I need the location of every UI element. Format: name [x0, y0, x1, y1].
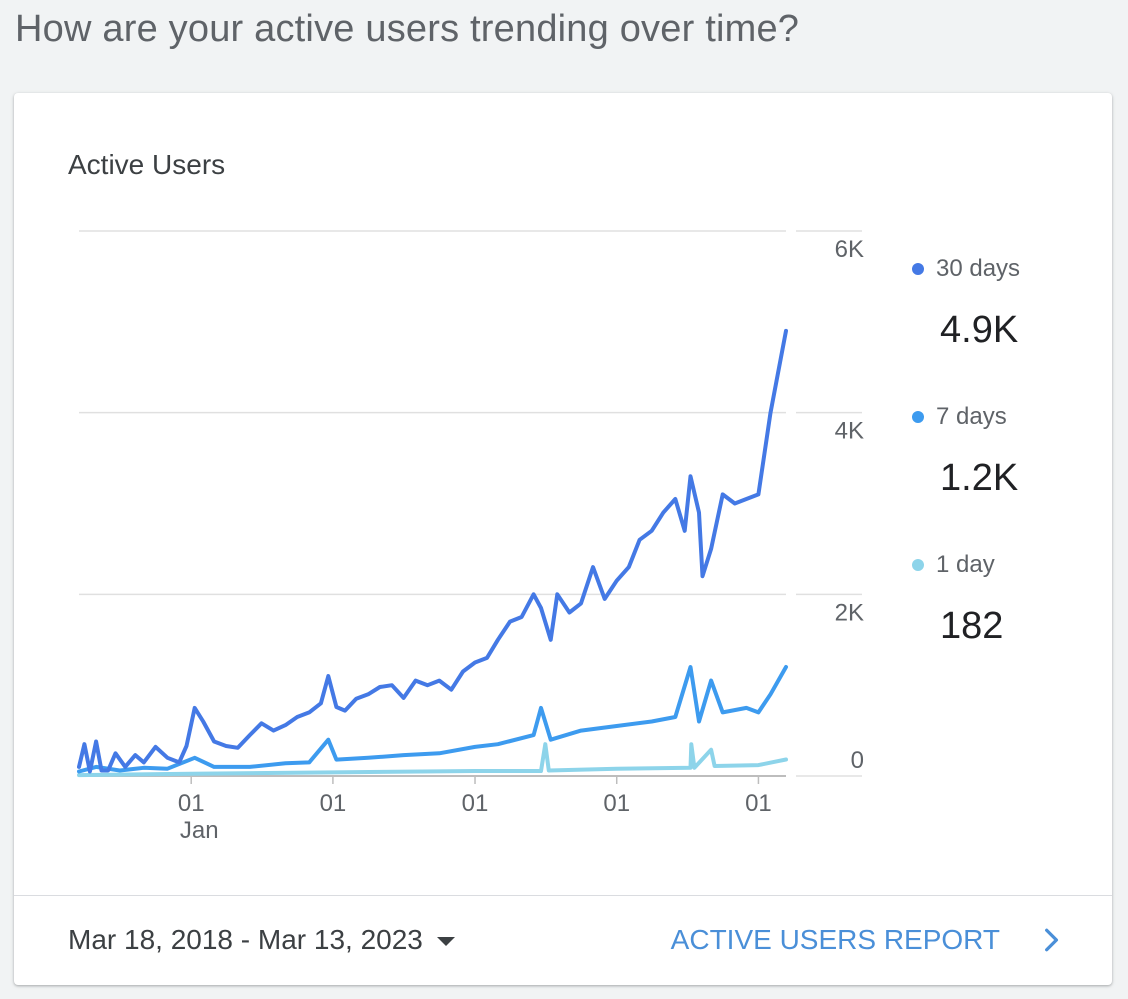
- y-tick-label: 2K: [835, 599, 864, 626]
- series-line-1-day[interactable]: [77, 742, 788, 778]
- legend-dot-7-days: [912, 411, 924, 423]
- date-range-selector[interactable]: Mar 18, 2018 - Mar 13, 2023: [68, 924, 455, 956]
- chart-legend: 30 days 4.9K 7 days 1.2K 1 day 182: [912, 253, 1092, 697]
- y-tick-label: 0: [851, 747, 864, 774]
- caret-down-icon: [436, 936, 455, 946]
- x-tick-label: 01: [320, 790, 347, 817]
- x-tick-label: 01: [178, 790, 205, 817]
- active-users-report-link[interactable]: ACTIVE USERS REPORT: [671, 924, 1064, 956]
- legend-label-7-days: 7 days: [936, 403, 1007, 430]
- legend-dot-30-days: [912, 263, 924, 275]
- legend-label-30-days: 30 days: [936, 255, 1021, 282]
- legend-dot-1-day: [912, 559, 924, 571]
- legend-value-1-day: 182: [940, 605, 1004, 647]
- series-line-30-days[interactable]: [77, 328, 788, 774]
- chevron-right-icon: [1045, 928, 1059, 952]
- card-divider: [14, 895, 1112, 896]
- legend-item-7-days[interactable]: 7 days 1.2K: [912, 401, 1092, 549]
- legend-item-30-days[interactable]: 30 days 4.9K: [912, 253, 1092, 401]
- x-tick-sublabel: Jan: [180, 817, 219, 844]
- card-footer: Mar 18, 2018 - Mar 13, 2023 ACTIVE USERS…: [14, 896, 1112, 985]
- y-axis-labels: 0 2K 4K 6K: [835, 236, 864, 774]
- x-tick-label: 01: [462, 790, 489, 817]
- report-link-label: ACTIVE USERS REPORT: [670, 924, 1000, 955]
- legend-label-1-day: 1 day: [936, 551, 995, 578]
- date-range-label: Mar 18, 2018 - Mar 13, 2023: [68, 924, 423, 955]
- y-tick-label: 4K: [835, 418, 864, 445]
- x-tick-label: 01: [745, 790, 772, 817]
- y-tick-label: 6K: [835, 236, 864, 263]
- page-heading: How are your active users trending over …: [15, 8, 800, 50]
- card-title: Active Users: [68, 149, 226, 180]
- legend-value-7-days: 1.2K: [940, 457, 1019, 499]
- legend-value-30-days: 4.9K: [940, 309, 1019, 351]
- series-lines: [77, 328, 788, 778]
- x-tick-label: 01: [603, 790, 630, 817]
- grid-lines: [79, 230, 862, 777]
- series-line-7-days[interactable]: [77, 665, 788, 774]
- legend-item-1-day[interactable]: 1 day 182: [912, 549, 1092, 697]
- active-users-card: Active Users 0 2K 4K 6K 01 Jan 01 01 01 01 30 da…: [14, 93, 1112, 985]
